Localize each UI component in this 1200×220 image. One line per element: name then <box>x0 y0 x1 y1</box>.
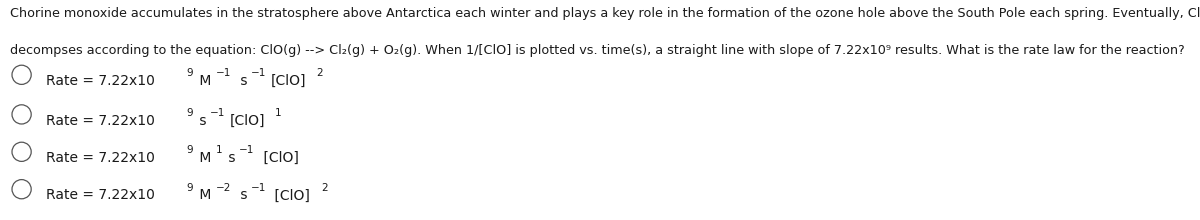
Text: 9: 9 <box>186 108 193 118</box>
Text: 9: 9 <box>186 145 193 155</box>
Text: Rate = 7.22x10: Rate = 7.22x10 <box>46 151 155 165</box>
Text: [ClO]: [ClO] <box>229 114 265 128</box>
Text: −1: −1 <box>251 183 266 192</box>
Text: 9: 9 <box>186 183 193 192</box>
Text: −2: −2 <box>216 183 232 192</box>
Text: −1: −1 <box>251 68 266 78</box>
Text: −1: −1 <box>210 108 224 118</box>
Text: −1: −1 <box>239 145 254 155</box>
Text: 9: 9 <box>186 68 193 78</box>
Text: M: M <box>194 188 211 202</box>
Text: Rate = 7.22x10: Rate = 7.22x10 <box>46 188 155 202</box>
Text: [ClO]: [ClO] <box>259 151 299 165</box>
Text: Chorine monoxide accumulates in the stratosphere above Antarctica each winter an: Chorine monoxide accumulates in the stra… <box>10 7 1200 20</box>
Text: M: M <box>194 151 211 165</box>
Text: 1: 1 <box>216 145 222 155</box>
Text: s: s <box>235 74 247 88</box>
Text: 1: 1 <box>275 108 282 118</box>
Text: [ClO]: [ClO] <box>270 74 306 88</box>
Text: Rate = 7.22x10: Rate = 7.22x10 <box>46 74 155 88</box>
Text: 2: 2 <box>322 183 329 192</box>
Text: s: s <box>235 188 247 202</box>
Text: decompses according to the equation: ClO(g) --> Cl₂(g) + O₂(g). When 1/[ClO] is : decompses according to the equation: ClO… <box>10 44 1184 57</box>
Text: s: s <box>224 151 236 165</box>
Text: −1: −1 <box>216 68 232 78</box>
Text: s: s <box>194 114 206 128</box>
Text: Rate = 7.22x10: Rate = 7.22x10 <box>46 114 155 128</box>
Text: [ClO]: [ClO] <box>270 188 310 202</box>
Text: M: M <box>194 74 211 88</box>
Text: 2: 2 <box>316 68 323 78</box>
